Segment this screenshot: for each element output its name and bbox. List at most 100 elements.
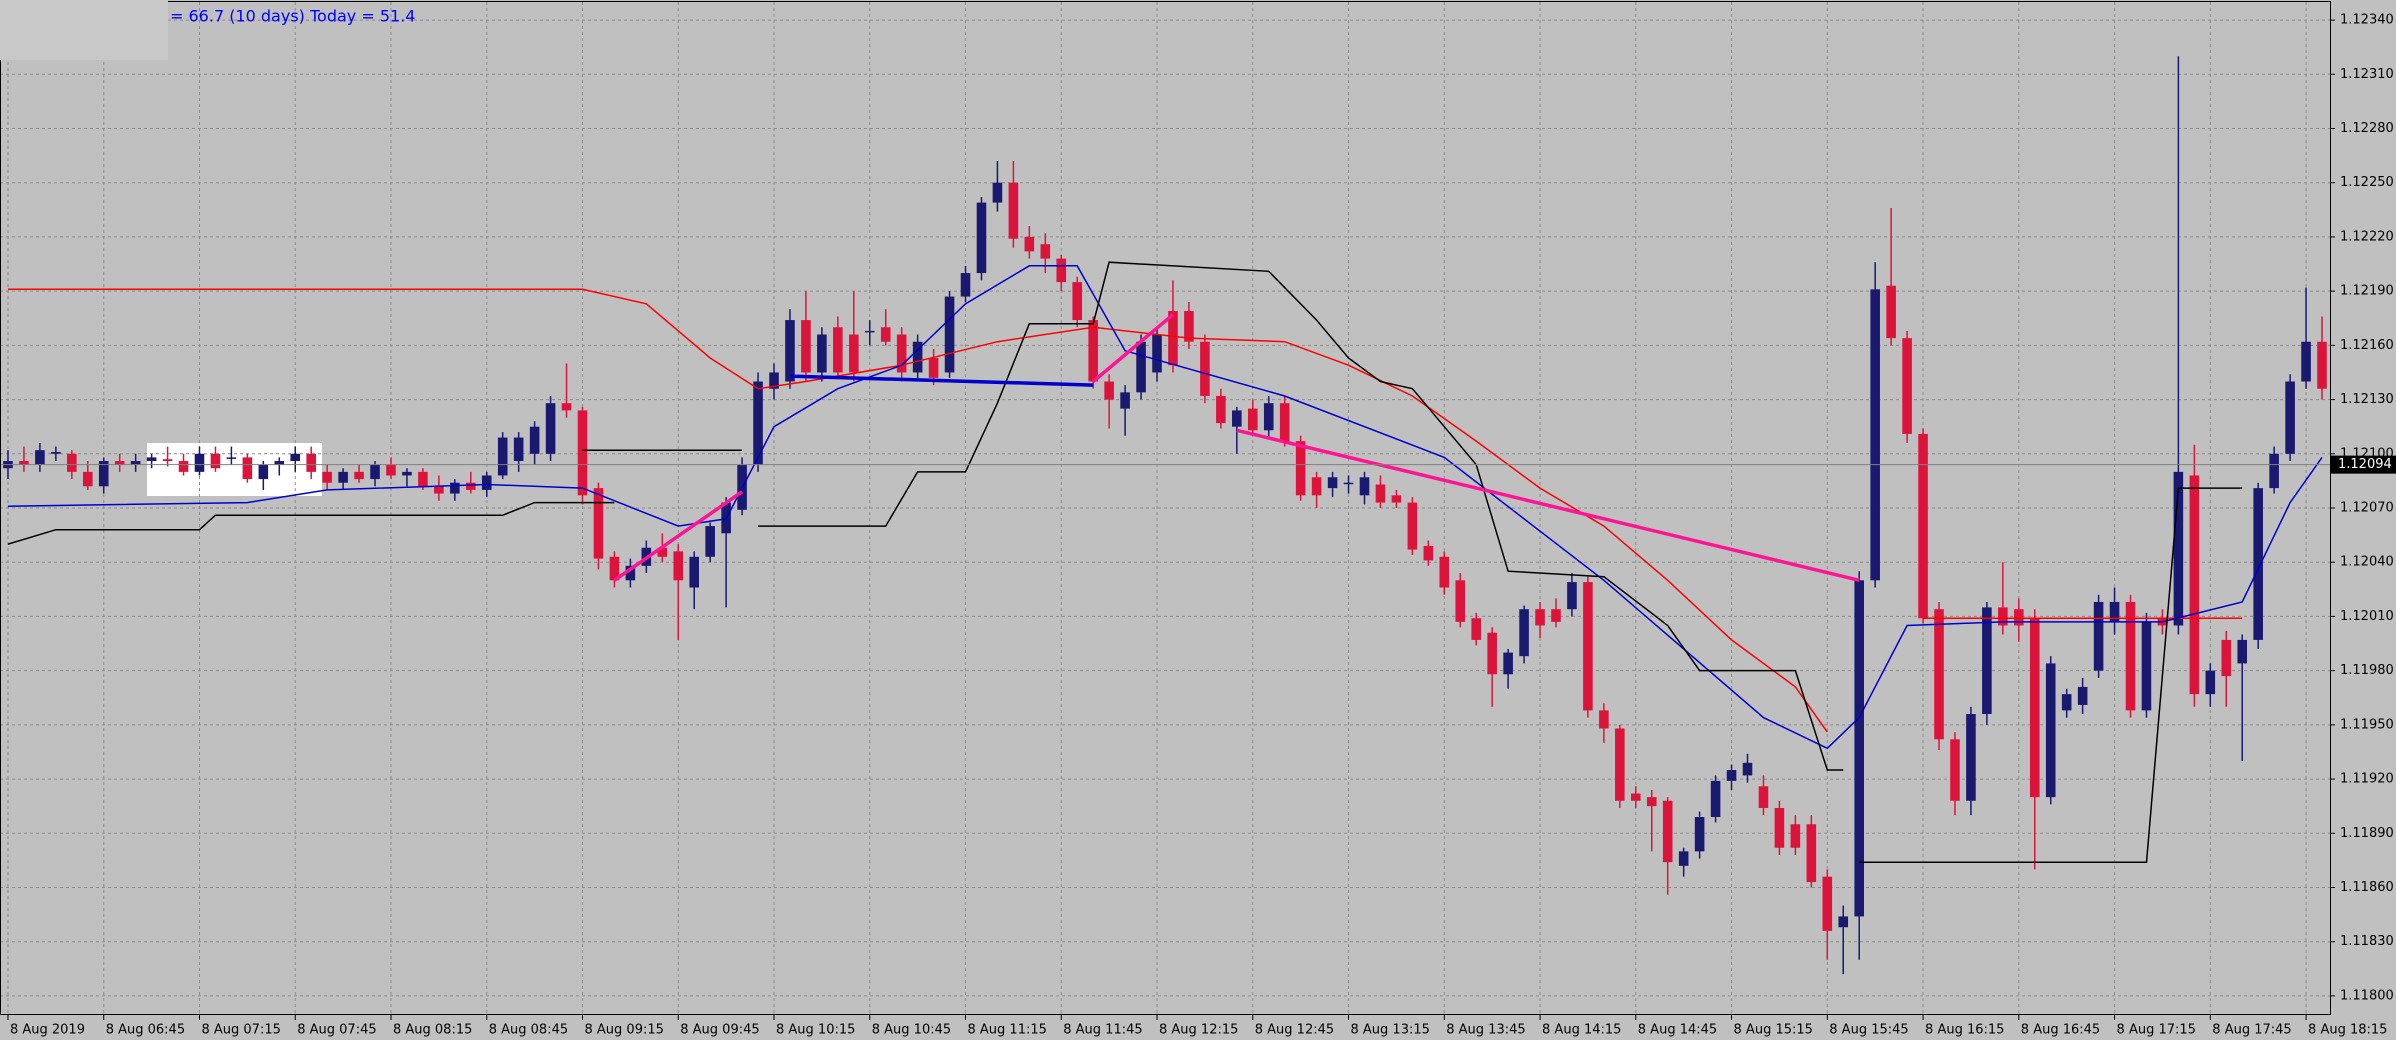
candle-body <box>434 486 444 494</box>
candle-body <box>370 464 380 480</box>
candle-body <box>817 334 827 373</box>
candle-body <box>1774 807 1785 848</box>
candle-body <box>928 358 939 378</box>
candle-body <box>1407 502 1418 550</box>
candle-body <box>1822 876 1833 931</box>
y-tick-label: 1.12250 <box>2340 175 2394 190</box>
x-tick-label: 8 Aug 18:15 <box>2308 1023 2387 1038</box>
x-tick-label: 8 Aug 08:45 <box>489 1023 568 1038</box>
header-box <box>0 0 168 60</box>
candle-body <box>1902 338 1912 434</box>
x-tick-label: 8 Aug 2019 <box>10 1023 85 1038</box>
candle-body <box>1104 381 1114 400</box>
candle-body <box>242 457 253 480</box>
candle-body <box>689 556 699 588</box>
candle-body <box>849 334 859 373</box>
indicator-line <box>8 288 2243 733</box>
candle-body <box>258 464 269 480</box>
x-tick-label: 8 Aug 10:15 <box>776 1023 855 1038</box>
candle-body <box>960 273 971 297</box>
candle-body <box>1535 609 1545 626</box>
candle-body <box>2109 601 2120 622</box>
candle-body <box>1279 403 1290 442</box>
candle-body <box>418 471 428 487</box>
x-tick-label: 8 Aug 15:15 <box>1734 1023 1813 1038</box>
candle-body <box>833 327 843 373</box>
candle-body <box>2317 341 2327 389</box>
candle-body <box>769 372 779 389</box>
candle-body <box>1519 609 1529 657</box>
candle-body <box>178 461 189 472</box>
candle-body <box>1343 482 1354 485</box>
y-tick-label: 1.12280 <box>2340 121 2394 136</box>
candle-body <box>1184 311 1194 342</box>
candle-body <box>1391 495 1402 503</box>
indicator-line <box>613 313 1860 583</box>
candle-body <box>513 437 524 462</box>
x-tick-label: 8 Aug 07:15 <box>201 1023 280 1038</box>
candle-body <box>466 482 476 490</box>
y-tick-label: 1.11830 <box>2340 934 2394 949</box>
candle-body <box>51 451 61 454</box>
y-tick-label: 1.12130 <box>2340 392 2394 407</box>
candle-body <box>35 450 45 465</box>
candle-body <box>1247 408 1258 431</box>
candle-body <box>529 426 540 454</box>
candle-body <box>1232 410 1242 427</box>
candle-body <box>753 381 763 465</box>
candle-body <box>992 182 1003 203</box>
candle-body <box>1295 441 1306 496</box>
candle-body <box>2221 639 2232 677</box>
candle-body <box>114 461 125 465</box>
y-tick-label: 1.12220 <box>2340 229 2394 244</box>
candle-body <box>1950 739 1960 801</box>
candle-body <box>2269 453 2279 489</box>
x-tick-label: 8 Aug 09:45 <box>680 1023 759 1038</box>
candle-body <box>1040 244 1051 259</box>
y-tick-label: 1.12040 <box>2340 555 2394 570</box>
candle-body <box>2029 618 2040 798</box>
candle-body <box>1136 341 1146 393</box>
grid <box>0 2 2330 1014</box>
candle-body <box>1168 311 1178 366</box>
current-price-label: 1.12094 <box>2338 457 2392 472</box>
candle-body <box>481 475 492 490</box>
y-tick-label: 1.12340 <box>2340 13 2394 28</box>
candle-body <box>402 471 412 476</box>
candle-body <box>2301 341 2311 382</box>
x-tick-label: 8 Aug 12:15 <box>1159 1023 1238 1038</box>
candle-body <box>1455 580 1466 622</box>
y-tick-label: 1.11890 <box>2340 826 2394 841</box>
candle-body <box>1008 182 1019 239</box>
candle-body <box>1998 607 2008 626</box>
candle-body <box>338 471 348 483</box>
x-tick-label: 8 Aug 16:45 <box>2021 1023 2100 1038</box>
y-tick-label: 1.12160 <box>2340 338 2394 353</box>
candle-body <box>194 453 205 472</box>
candle-body <box>2061 694 2072 711</box>
candle-body <box>450 482 460 494</box>
candle-body <box>2205 670 2216 695</box>
candle-body <box>1263 403 1274 431</box>
candle-body <box>146 457 157 462</box>
candle-body <box>1631 793 1641 801</box>
candle-body <box>1934 609 1944 740</box>
candle-body <box>2093 601 2104 671</box>
candle-body <box>1615 728 1625 801</box>
x-tick-label: 8 Aug 10:45 <box>872 1023 951 1038</box>
x-tick-label: 8 Aug 17:45 <box>2212 1023 2291 1038</box>
candle-body <box>1662 800 1673 863</box>
candle-body <box>1311 477 1322 496</box>
candle-body <box>785 320 795 382</box>
candle-body <box>880 327 891 342</box>
candle-body <box>1599 710 1609 729</box>
y-tick-label: 1.11980 <box>2340 663 2394 678</box>
candle-body <box>98 461 109 487</box>
candle-body <box>1726 770 1737 781</box>
candle-body <box>705 526 715 557</box>
candle-body <box>1838 916 1849 928</box>
y-tick-label: 1.11860 <box>2340 880 2394 895</box>
candle-body <box>2125 601 2136 711</box>
